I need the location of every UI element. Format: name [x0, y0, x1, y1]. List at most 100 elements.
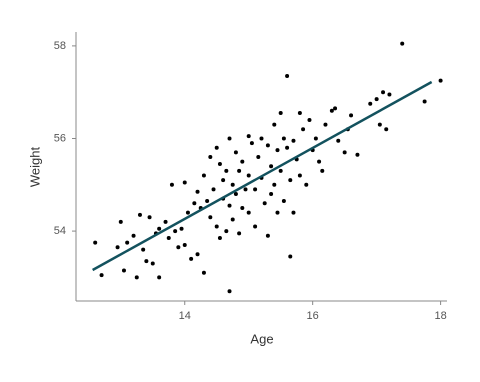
point: [275, 210, 280, 215]
point: [173, 229, 178, 234]
point: [230, 182, 235, 187]
point: [246, 134, 251, 139]
point: [381, 90, 386, 95]
point: [240, 159, 245, 164]
point: [163, 219, 168, 224]
point: [355, 152, 360, 157]
point: [275, 148, 280, 153]
point: [291, 138, 296, 143]
point: [131, 233, 136, 238]
x-tick-label: 16: [307, 310, 319, 322]
point: [307, 117, 312, 122]
point: [256, 155, 261, 160]
point: [400, 41, 405, 46]
point: [195, 189, 200, 194]
point: [272, 122, 277, 127]
point: [387, 92, 392, 97]
point: [134, 275, 139, 280]
x-tick-label: 18: [434, 310, 446, 322]
point: [265, 143, 270, 148]
point: [265, 233, 270, 238]
point: [438, 78, 443, 83]
point: [227, 203, 232, 208]
point: [269, 164, 274, 169]
point: [336, 138, 341, 143]
point: [227, 289, 232, 294]
point: [205, 198, 210, 203]
point: [285, 145, 290, 150]
point: [281, 136, 286, 141]
point: [141, 247, 146, 252]
point: [374, 97, 379, 102]
point: [176, 245, 181, 250]
point: [377, 122, 382, 127]
y-tick-label: 54: [54, 225, 66, 237]
point: [221, 178, 226, 183]
point: [288, 254, 293, 259]
point: [125, 240, 130, 245]
point: [214, 145, 219, 150]
x-axis-label: Age: [250, 331, 273, 346]
point: [201, 173, 206, 178]
point: [384, 127, 389, 132]
point: [166, 236, 171, 241]
point: [253, 187, 258, 192]
point: [233, 192, 238, 197]
point: [144, 259, 149, 264]
point: [208, 155, 213, 160]
point: [297, 111, 302, 116]
point: [342, 150, 347, 155]
point: [179, 226, 184, 231]
point: [169, 182, 174, 187]
point: [192, 201, 197, 206]
point: [333, 106, 338, 111]
point: [157, 275, 162, 280]
point: [227, 136, 232, 141]
point: [189, 256, 194, 261]
point: [243, 187, 248, 192]
point: [291, 210, 296, 215]
point: [118, 219, 123, 224]
point: [224, 229, 229, 234]
point: [246, 173, 251, 178]
point: [288, 178, 293, 183]
point: [185, 210, 190, 215]
point: [297, 173, 302, 178]
point: [240, 205, 245, 210]
point: [147, 215, 152, 220]
point: [253, 224, 258, 229]
point: [317, 159, 322, 164]
point: [211, 187, 216, 192]
y-tick-label: 56: [54, 132, 66, 144]
point: [99, 273, 104, 278]
point: [313, 136, 318, 141]
point: [285, 73, 290, 78]
point: [262, 201, 267, 206]
point: [150, 261, 155, 266]
point: [269, 192, 274, 197]
point: [217, 161, 222, 166]
point: [246, 210, 251, 215]
point: [323, 122, 328, 127]
point: [230, 217, 235, 222]
point: [304, 182, 309, 187]
point: [182, 180, 187, 185]
point: [208, 215, 213, 220]
point: [93, 240, 98, 245]
point: [115, 245, 120, 250]
point: [137, 212, 142, 217]
point: [259, 136, 264, 141]
point: [278, 111, 283, 116]
point: [301, 127, 306, 132]
point: [278, 168, 283, 173]
point: [217, 236, 222, 241]
point: [157, 226, 162, 231]
point: [121, 268, 126, 273]
point: [237, 231, 242, 236]
point: [422, 99, 427, 104]
x-tick-label: 14: [179, 310, 191, 322]
point: [349, 113, 354, 118]
point: [195, 252, 200, 257]
y-tick-label: 58: [54, 40, 66, 52]
